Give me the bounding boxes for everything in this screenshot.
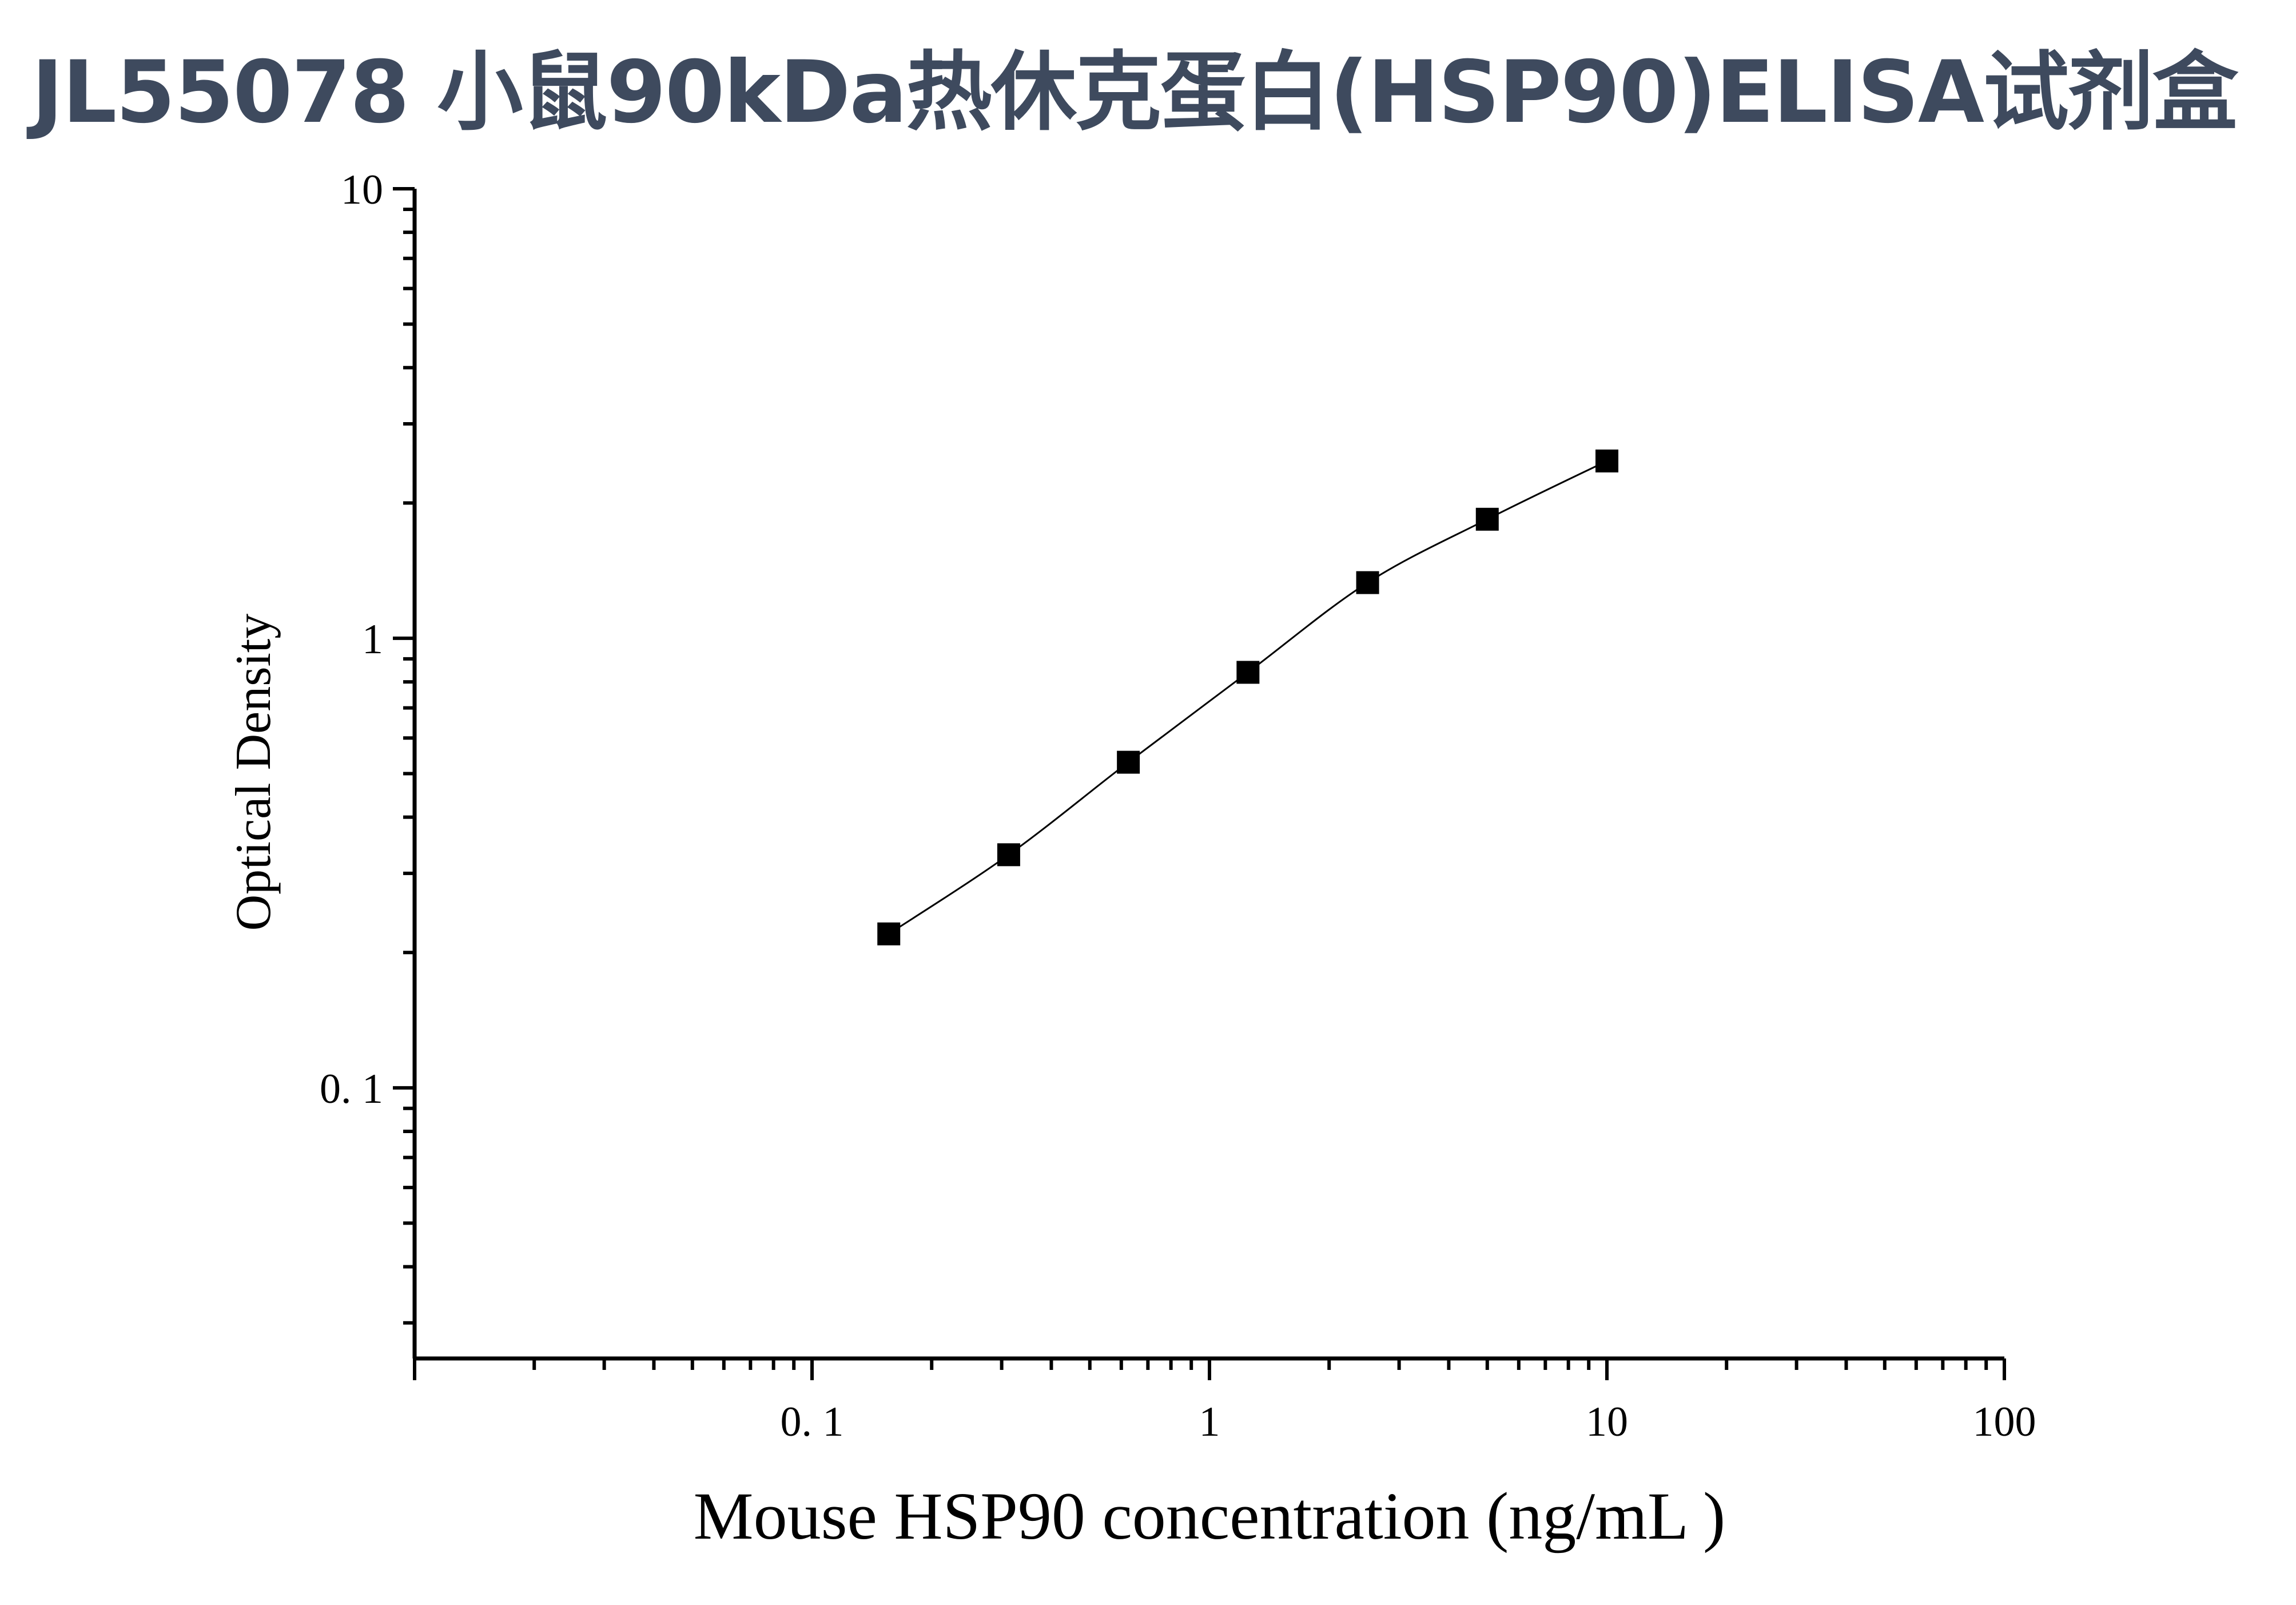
x-tick-label: 0. 1 — [781, 1399, 844, 1445]
x-axis-label: Mouse HSP90 concentration (ng/mL ) — [694, 1479, 1726, 1554]
x-tick-label: 10 — [1586, 1399, 1628, 1445]
y-tick-label: 10 — [341, 166, 383, 213]
data-point — [1236, 661, 1260, 684]
fit-curve — [888, 460, 1607, 935]
axes: 0. 1 1 10 100 0. 1 1 10 — [320, 166, 2036, 1445]
data-point — [1595, 449, 1618, 472]
y-axis-label: Optical Density — [226, 614, 281, 931]
page-title: JL55078 小鼠90kDa热休克蛋白(HSP90)ELISA试剂盒 — [31, 43, 2238, 142]
data-point — [877, 922, 901, 945]
data-point — [1117, 750, 1140, 774]
y-tick-label: 0. 1 — [320, 1066, 383, 1113]
y-tick-label: 1 — [362, 616, 383, 663]
fit-curve-group — [888, 460, 1607, 935]
x-tick-label: 1 — [1199, 1399, 1220, 1445]
data-points — [877, 449, 1618, 945]
data-point — [1356, 571, 1379, 594]
data-point — [1475, 507, 1499, 531]
data-point — [997, 843, 1020, 867]
x-tick-label: 100 — [1973, 1399, 2036, 1445]
